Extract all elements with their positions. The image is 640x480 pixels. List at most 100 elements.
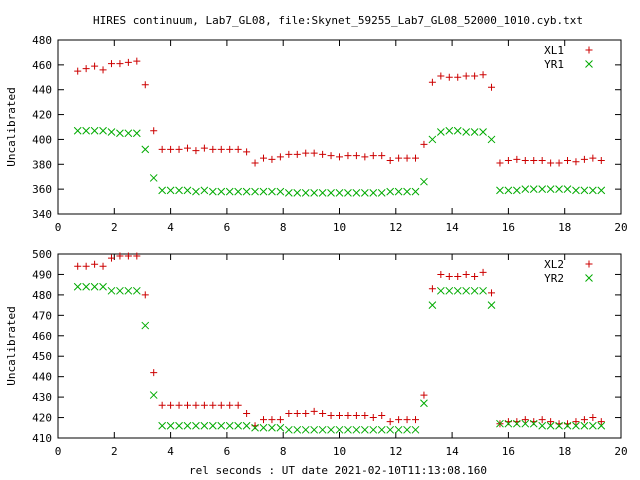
data-point	[200, 186, 209, 195]
data-point	[225, 421, 234, 430]
data-point	[226, 145, 234, 153]
x-tick-label: 0	[55, 221, 62, 234]
data-point	[386, 418, 394, 426]
y-tick-label: 460	[32, 330, 52, 343]
data-point	[420, 177, 428, 186]
data-point	[234, 421, 243, 430]
x-axis-label: rel seconds : UT date 2021-02-10T11:13:0…	[189, 464, 487, 477]
data-point	[555, 159, 563, 167]
data-point	[116, 252, 124, 260]
y-tick-label: 400	[32, 133, 52, 146]
data-point	[403, 154, 411, 162]
data-point	[166, 186, 175, 195]
data-point	[470, 286, 479, 295]
data-point	[259, 416, 267, 424]
y-tick-label: 430	[32, 391, 52, 404]
data-point	[453, 286, 462, 295]
data-point	[259, 154, 267, 162]
data-point	[310, 189, 319, 197]
data-point	[420, 140, 428, 148]
data-point	[327, 152, 335, 160]
data-point	[445, 286, 454, 295]
data-point	[488, 83, 496, 91]
data-point	[411, 187, 420, 196]
data-point	[336, 153, 343, 161]
data-point	[538, 157, 546, 165]
data-point	[310, 149, 318, 157]
data-point	[496, 419, 504, 428]
x-tick-label: 12	[389, 445, 402, 458]
data-point	[319, 409, 327, 417]
data-point	[479, 71, 487, 79]
legend-label: YR1	[544, 58, 564, 71]
data-point	[91, 62, 99, 70]
data-point	[428, 301, 437, 309]
data-point	[183, 144, 191, 152]
data-point	[588, 421, 597, 430]
data-point	[386, 425, 395, 434]
data-point	[395, 154, 403, 162]
data-point	[310, 407, 318, 415]
y-tick-label: 340	[32, 208, 52, 221]
data-point	[268, 423, 276, 432]
data-point	[99, 262, 107, 270]
data-point	[327, 189, 335, 197]
data-point	[580, 416, 588, 424]
data-point	[394, 187, 403, 196]
data-point	[158, 401, 166, 409]
data-point	[352, 152, 360, 160]
data-point	[496, 186, 504, 195]
data-point	[208, 187, 217, 196]
data-point	[150, 369, 158, 377]
data-point	[512, 419, 521, 428]
y-tick-label: 480	[32, 289, 52, 302]
x-tick-label: 2	[111, 445, 118, 458]
data-point	[116, 286, 124, 295]
data-point	[470, 128, 479, 136]
data-point	[209, 401, 217, 409]
data-point	[124, 58, 132, 66]
data-point	[547, 418, 555, 426]
data-point	[132, 286, 141, 295]
data-point	[116, 60, 124, 68]
data-point	[183, 186, 192, 195]
data-point	[555, 185, 563, 193]
data-point	[99, 66, 107, 74]
legend-label: XL2	[544, 258, 564, 271]
data-point	[175, 145, 183, 153]
y-tick-label: 410	[32, 432, 52, 445]
data-point	[555, 421, 563, 430]
data-point	[412, 416, 420, 424]
data-point	[302, 409, 310, 417]
data-point	[597, 186, 606, 195]
data-point	[572, 418, 580, 426]
data-point	[124, 252, 132, 260]
data-point	[284, 425, 293, 434]
data-point	[242, 421, 251, 430]
data-point	[538, 416, 546, 424]
x-tick-label: 8	[280, 221, 287, 234]
data-point	[192, 147, 200, 155]
data-point	[403, 187, 411, 196]
data-point	[369, 152, 377, 160]
data-point	[91, 260, 99, 268]
data-point	[394, 425, 403, 434]
legend-label: YR2	[544, 272, 564, 285]
data-point	[496, 159, 504, 167]
data-point	[226, 401, 234, 409]
data-point	[251, 159, 259, 167]
data-point	[107, 128, 116, 136]
data-point	[293, 425, 302, 434]
data-point	[217, 187, 226, 196]
x-tick-label: 16	[502, 445, 515, 458]
data-point	[546, 421, 555, 430]
x-tick-label: 8	[280, 445, 287, 458]
data-point	[167, 145, 175, 153]
data-point	[82, 126, 91, 135]
legend-marker	[585, 60, 593, 68]
data-point	[597, 418, 605, 426]
data-point	[175, 421, 183, 430]
data-point	[268, 416, 276, 424]
data-point	[563, 185, 572, 193]
data-point	[445, 272, 453, 280]
